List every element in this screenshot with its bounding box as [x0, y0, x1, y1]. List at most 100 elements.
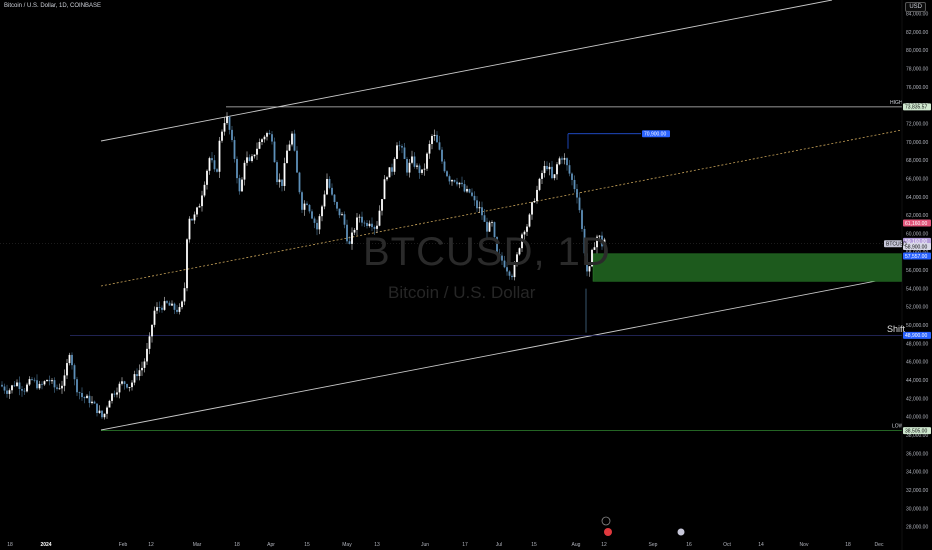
candle-body	[263, 136, 266, 140]
candle-body	[423, 168, 426, 170]
time-tick-label: 12	[148, 542, 154, 548]
time-tick-label: 15	[304, 542, 310, 548]
candle-body	[186, 239, 188, 289]
candle-body	[136, 374, 138, 377]
watermark-symbol: BTCUSD, 1D	[363, 230, 611, 274]
tag-bottom-bg	[903, 252, 931, 260]
candle-body	[291, 133, 293, 145]
candle-body	[546, 165, 548, 170]
time-tick-label: 17	[462, 542, 468, 548]
candle-body	[293, 133, 296, 151]
price-tick-label: 78,000.00	[906, 67, 928, 73]
symbol-tag-bg	[884, 240, 902, 248]
candle-body	[163, 301, 166, 310]
candle-body	[121, 381, 123, 384]
candle-body	[303, 203, 306, 210]
candle-body	[603, 239, 606, 247]
price-tags: 73,835.57 38,505.00 48,900.00 61,160.00 59,1…	[642, 103, 931, 434]
candle-body	[241, 179, 243, 192]
candle-body	[98, 410, 101, 414]
candle-body	[488, 222, 491, 232]
candle-body	[18, 382, 21, 389]
demand-zone-box	[592, 253, 903, 282]
candle-body	[218, 140, 221, 172]
currency-button[interactable]: USD	[905, 2, 926, 12]
candle-body	[523, 231, 526, 235]
low-label: LOW	[892, 424, 904, 430]
candle-body	[521, 234, 523, 249]
candle-body	[568, 165, 571, 174]
candle-body	[43, 381, 46, 385]
candle-body	[331, 187, 333, 195]
time-tick-label: 15	[531, 542, 537, 548]
candle-body	[526, 226, 528, 232]
candle-body	[353, 229, 356, 233]
candle-body	[148, 336, 151, 349]
price-tick-label: 82,000.00	[906, 30, 928, 36]
candle-body	[493, 222, 496, 238]
candle-body	[391, 167, 393, 172]
candle-body	[311, 211, 313, 219]
candle-body	[183, 288, 186, 302]
candle-body	[283, 163, 286, 186]
candle-body	[138, 370, 141, 377]
last-price-tag: 58,900.00	[905, 244, 927, 250]
candle-body	[313, 218, 316, 223]
candle-body	[483, 215, 486, 222]
candle-body	[566, 158, 568, 166]
watermark-name: Bitcoin / U.S. Dollar	[388, 283, 536, 302]
candle-body	[28, 379, 31, 385]
candle-body	[436, 134, 438, 143]
lower-channel-line	[100, 275, 903, 431]
candle-body	[563, 158, 566, 160]
time-tick-label: Aug	[572, 542, 581, 548]
candle-body	[386, 177, 388, 180]
candle-body	[16, 382, 18, 386]
candle-body	[381, 199, 383, 211]
price-tick-label: 66,000.00	[906, 176, 928, 182]
candle-body	[473, 195, 476, 201]
candle-body	[153, 310, 156, 325]
shift-price-tag: 48,900.00	[905, 333, 927, 339]
candle-body	[403, 147, 406, 159]
candle-body	[406, 158, 408, 173]
candle-body	[46, 379, 48, 382]
candle-body	[421, 169, 423, 173]
price-tick-label: 84,000.00	[906, 12, 928, 18]
candle-body	[533, 201, 536, 203]
candle-body	[243, 162, 246, 180]
candle-body	[156, 307, 158, 311]
candle-body	[496, 237, 498, 255]
candle-body	[398, 145, 401, 147]
price-tick-label: 64,000.00	[906, 195, 928, 201]
candle-body	[338, 208, 341, 216]
candle-body	[53, 380, 56, 388]
candle-body	[343, 214, 346, 225]
candle-body	[281, 179, 283, 186]
candle-body	[593, 247, 596, 250]
price-tick-label: 54,000.00	[906, 286, 928, 292]
candle-body	[21, 388, 23, 391]
candle-body	[178, 307, 181, 312]
candle-body	[108, 400, 111, 408]
candle-body	[503, 260, 506, 268]
candle-body	[273, 141, 276, 163]
candle-body	[448, 176, 451, 182]
candle-body	[208, 158, 211, 171]
candle-body	[13, 385, 16, 387]
candle-body	[316, 222, 318, 230]
candle-body	[216, 169, 218, 172]
candle-body	[506, 267, 508, 272]
candle-body	[48, 379, 51, 382]
candle-body	[113, 393, 116, 395]
price-tick-label: 68,000.00	[906, 158, 928, 164]
candle-body	[348, 241, 351, 244]
candle-body	[413, 156, 416, 167]
time-tick-label: Feb	[119, 542, 128, 548]
price-tick-label: 70,000.00	[906, 140, 928, 146]
candle-body	[333, 194, 336, 202]
candle-body	[6, 390, 8, 394]
candle-body	[513, 264, 516, 278]
candle-body	[378, 210, 381, 226]
